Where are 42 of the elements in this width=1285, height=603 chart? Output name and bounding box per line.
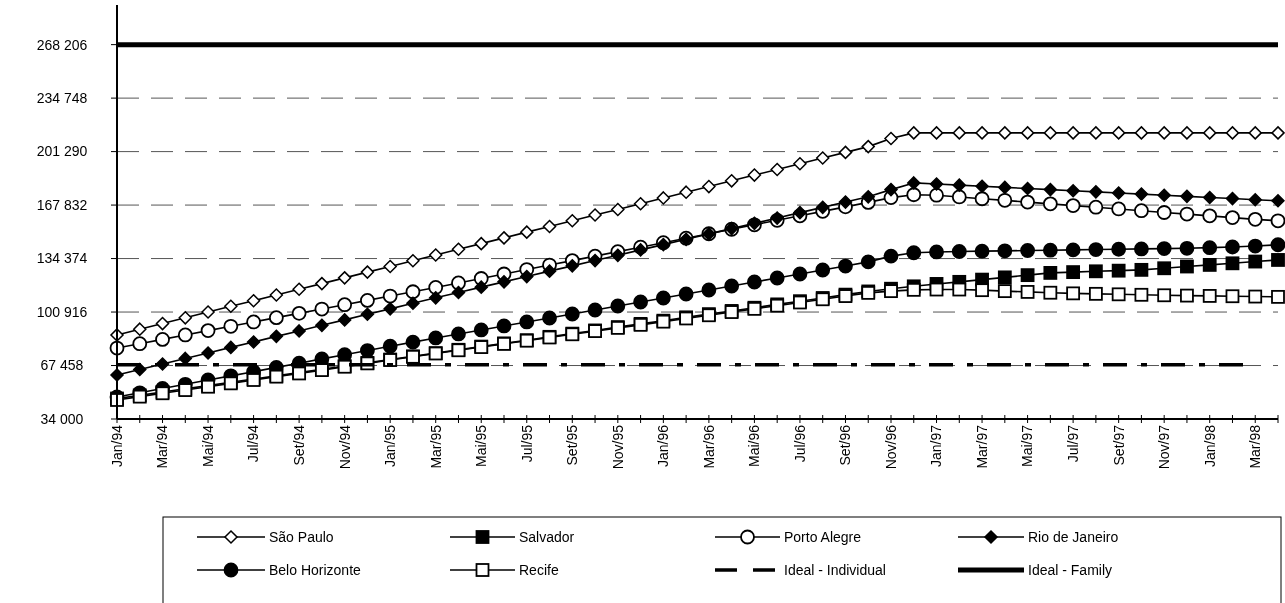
y-tick-label: 34 000 — [40, 410, 84, 427]
y-tick-label: 134 374 — [36, 250, 88, 267]
x-tick-label: Nov/97 — [1156, 424, 1173, 470]
x-tick-label: Set/94 — [291, 424, 308, 466]
x-tick-label: Jul/97 — [1065, 424, 1082, 463]
y-tick-label: 201 290 — [36, 143, 88, 160]
x-tick-label: Nov/95 — [609, 424, 626, 470]
x-tick-label: Mar/94 — [154, 424, 171, 469]
x-tick-label: Jan/95 — [382, 424, 399, 468]
x-tick-label: Mar/97 — [973, 424, 990, 469]
legend-label: Ideal - Family — [1028, 561, 1113, 578]
x-tick-label: Jul/95 — [518, 424, 535, 463]
x-tick-label: Mai/95 — [473, 424, 490, 468]
legend-label: Recife — [519, 561, 559, 578]
x-tick-label: Nov/94 — [336, 424, 353, 470]
x-tick-label: Mar/96 — [700, 424, 717, 469]
x-tick-label: Nov/96 — [882, 424, 899, 470]
legend-label: Belo Horizonte — [269, 561, 362, 578]
legend-label: Salvador — [519, 528, 575, 545]
legend-label: Rio de Janeiro — [1028, 528, 1119, 545]
legend-label: São Paulo — [269, 528, 334, 545]
x-tick-label: Mai/96 — [746, 424, 763, 468]
x-tick-label: Jul/96 — [791, 424, 808, 463]
x-tick-label: Jan/97 — [928, 424, 945, 468]
y-tick-label: 100 916 — [36, 303, 88, 320]
x-tick-label: Set/95 — [564, 424, 581, 466]
x-tick-label: Jan/98 — [1201, 424, 1218, 468]
y-tick-label: 234 748 — [36, 90, 88, 107]
x-tick-label: Jul/94 — [245, 424, 262, 463]
legend-label: Ideal - Individual — [784, 561, 886, 578]
y-tick-label: 268 206 — [36, 36, 88, 53]
x-tick-label: Set/96 — [837, 424, 854, 466]
x-tick-label: Mar/95 — [427, 424, 444, 469]
y-tick-label: 167 832 — [36, 196, 88, 213]
x-tick-label: Mar/98 — [1247, 424, 1264, 469]
legend-label: Porto Alegre — [784, 528, 862, 545]
x-tick-label: Set/97 — [1110, 424, 1127, 466]
x-tick-label: Mai/97 — [1019, 424, 1036, 468]
x-tick-label: Jan/96 — [655, 424, 672, 468]
x-tick-label: Jan/94 — [108, 424, 125, 468]
x-tick-label: Mai/94 — [199, 424, 216, 468]
y-tick-label: 67 458 — [40, 357, 84, 374]
